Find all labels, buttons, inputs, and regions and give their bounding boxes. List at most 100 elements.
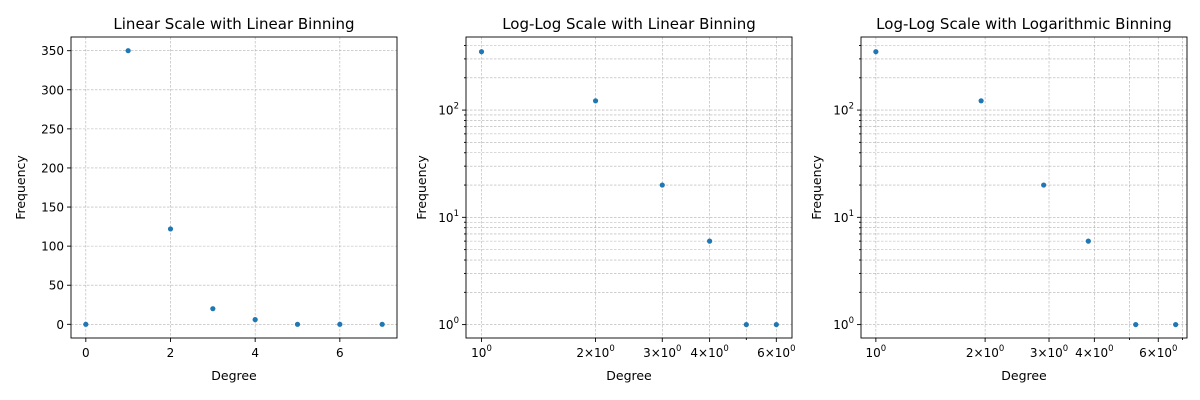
- y-tick-label-exponent: 2: [454, 102, 459, 112]
- x-tick-label-exponent: 0: [790, 344, 795, 354]
- x-tick-label-exponent: 0: [999, 344, 1004, 354]
- grid: [466, 37, 792, 338]
- x-tick-label-exponent: 0: [881, 344, 886, 354]
- data-point: [210, 306, 216, 312]
- x-tick-label: 4: [251, 346, 259, 360]
- y-tick-label-base: 10: [438, 104, 453, 118]
- data-point: [167, 226, 174, 232]
- data-points: [873, 49, 1179, 328]
- x-tick-label: 100: [866, 344, 887, 360]
- data-point: [659, 182, 665, 188]
- y-tick-label: 50: [49, 279, 64, 293]
- x-tick-label-base: 3×10: [643, 346, 676, 360]
- y-tick-label: 100: [41, 240, 64, 254]
- x-tick-label: 6×100: [1139, 344, 1177, 360]
- data-point: [773, 321, 779, 328]
- data-point: [873, 49, 879, 55]
- y-axis-label: Frequency: [414, 155, 429, 220]
- x-tick-label-exponent: 0: [1172, 344, 1177, 354]
- y-tick-label-base: 10: [833, 104, 848, 118]
- x-tick-label-base: 3×10: [1030, 346, 1063, 360]
- data-point: [294, 321, 301, 327]
- y-tick-label: 0: [56, 318, 64, 332]
- x-tick-label: 2×100: [966, 344, 1004, 360]
- y-tick-label: 101: [438, 209, 459, 225]
- plot-frame: [70, 36, 398, 339]
- y-axis-label: Frequency: [13, 155, 28, 220]
- data-point: [1041, 182, 1047, 188]
- x-axis-label: Degree: [606, 368, 652, 383]
- x-tick-label-exponent: 0: [486, 344, 491, 354]
- x-tick-label: 2: [167, 346, 175, 360]
- data-point: [337, 321, 343, 327]
- y-tick-label: 101: [833, 209, 854, 225]
- x-axis-label: Degree: [1001, 368, 1047, 383]
- x-tick-label: 100: [471, 344, 492, 360]
- data-point: [592, 98, 599, 104]
- y-tick-label-base: 10: [833, 211, 848, 225]
- data-point: [1085, 238, 1091, 244]
- x-tick-label: 4×100: [1075, 344, 1113, 360]
- plot-frame: [860, 36, 1188, 339]
- x-tick-label: 0: [82, 346, 90, 360]
- y-tick-label: 102: [438, 102, 459, 118]
- x-tick-label-base: 10: [471, 346, 486, 360]
- y-tick-label-exponent: 0: [849, 316, 854, 326]
- x-tick-label-exponent: 0: [723, 344, 728, 354]
- data-point: [83, 321, 89, 327]
- y-tick-label-base: 10: [833, 318, 848, 332]
- y-tick-label: 102: [833, 102, 854, 118]
- x-tick-label-exponent: 0: [676, 344, 681, 354]
- x-tick-label-base: 6×10: [1139, 346, 1172, 360]
- data-point: [478, 49, 485, 55]
- y-tick-label: 100: [438, 316, 459, 332]
- panel-loglog-log-binning: 100 2×100 3×100 4×100 6×100100101102Log-Log …: [809, 15, 1188, 383]
- y-tick-label-exponent: 1: [454, 209, 459, 219]
- data-point: [1173, 321, 1179, 328]
- x-tick-label-exponent: 0: [1108, 344, 1113, 354]
- x-tick-label: 2×100: [576, 344, 614, 360]
- y-tick-label-exponent: 1: [849, 209, 854, 219]
- grid: [71, 37, 397, 338]
- x-tick-label-base: 4×10: [690, 346, 723, 360]
- y-tick-label: 150: [41, 201, 64, 215]
- y-tick-label-base: 10: [438, 318, 453, 332]
- y-tick-label: 350: [41, 44, 64, 58]
- grid: [861, 37, 1187, 338]
- x-tick-label-exponent: 0: [609, 344, 614, 354]
- y-tick-label: 300: [41, 83, 64, 97]
- chart-title: Log-Log Scale with Logarithmic Binning: [876, 15, 1172, 33]
- y-tick-label-base: 10: [438, 211, 453, 225]
- x-tick-label: 3×100: [643, 344, 681, 360]
- data-point: [1133, 321, 1139, 328]
- x-tick-label-base: 2×10: [576, 346, 609, 360]
- panel-linear-linear: 0 2 4 6 0 50 100 150 200 250 300 350 Linear Scale wi…: [13, 15, 398, 383]
- x-tick-label: 6: [336, 346, 344, 360]
- y-axis-label: Frequency: [809, 155, 824, 220]
- x-tick-label-base: 4×10: [1075, 346, 1108, 360]
- chart-title: Log-Log Scale with Linear Binning: [502, 15, 756, 33]
- data-point: [978, 98, 984, 104]
- data-point: [707, 238, 713, 244]
- x-axis-label: Degree: [211, 368, 257, 383]
- data-point: [379, 321, 385, 327]
- y-tick-label: 200: [41, 161, 64, 175]
- x-tick-label-base: 6×10: [757, 346, 790, 360]
- y-tick-label: 250: [41, 122, 64, 136]
- data-point: [125, 48, 131, 54]
- data-point: [252, 317, 258, 323]
- chart-title: Linear Scale with Linear Binning: [113, 15, 354, 33]
- x-tick-label: 3×100: [1030, 344, 1068, 360]
- y-tick-label-exponent: 2: [849, 102, 854, 112]
- x-tick-label-base: 10: [866, 346, 881, 360]
- y-tick-label-exponent: 0: [454, 316, 459, 326]
- x-tick-label-base: 2×10: [966, 346, 999, 360]
- data-points: [478, 49, 779, 328]
- x-tick-label-exponent: 0: [1063, 344, 1068, 354]
- y-tick-label: 100: [833, 316, 854, 332]
- plot-frame: [465, 36, 793, 339]
- data-point: [743, 321, 749, 328]
- panel-loglog-linear-binning: 100 2×100 3×100 4×100 6×100100101102Log-Log …: [414, 15, 796, 383]
- x-tick-label: 6×100: [757, 344, 795, 360]
